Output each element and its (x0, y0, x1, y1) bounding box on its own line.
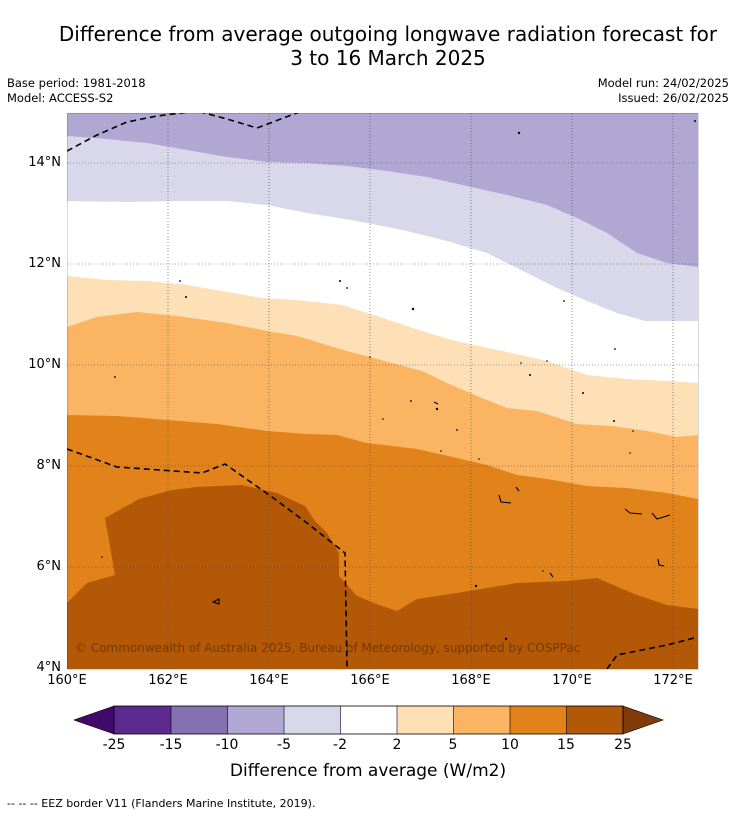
x-tick-162e: 162°E (148, 673, 188, 688)
colorbar-tick: -25 (102, 737, 126, 753)
model-name: Model: ACCESS-S2 (7, 91, 114, 105)
issued-date: Issued: 26/02/2025 (618, 91, 729, 105)
x-tick-164e: 164°E (249, 673, 289, 688)
colorbar-tick: 2 (392, 737, 402, 753)
copyright-notice: © Commonwealth of Australia 2025, Bureau… (75, 641, 581, 655)
colorbar-tick: 25 (614, 737, 632, 753)
colorbar-label: Difference from average (W/m2) (229, 761, 507, 781)
map-title: Difference from average outgoing longwav… (40, 22, 736, 70)
colorbar-swatch (510, 706, 567, 734)
colorbar-underflow-triangle (73, 705, 115, 735)
y-tick-8n: 8°N (36, 458, 62, 473)
colorbar-swatch (453, 706, 510, 734)
colorbar-swatch (227, 706, 284, 734)
meta-right: Model run: 24/02/2025 Issued: 26/02/2025 (598, 76, 729, 106)
y-tick-10n: 10°N (28, 357, 61, 372)
colorbar-tick: 15 (557, 737, 575, 753)
x-tick-160e: 160°E (47, 673, 87, 688)
colorbar-tick: -15 (159, 737, 183, 753)
map-svg (67, 113, 698, 669)
colorbar-overflow-triangle (622, 705, 664, 735)
colorbar-swatch (397, 706, 454, 734)
atolls (211, 401, 671, 605)
eez-border (67, 113, 698, 669)
colorbar-svg (73, 705, 664, 735)
colorbar-tick: -10 (215, 737, 239, 753)
band-neg-5-10 (67, 113, 698, 267)
colorbar-swatch (566, 706, 623, 734)
islands (101, 120, 696, 641)
eez-footnote: -- -- -- EEZ border V11 (Flanders Marine… (7, 797, 316, 810)
colorbar-tick: 5 (448, 737, 458, 753)
colorbar (73, 704, 664, 736)
colorbar-dividers (170, 706, 567, 734)
colorbar-tick: 10 (501, 737, 519, 753)
base-period: Base period: 1981-2018 (7, 76, 146, 90)
title-line-2: 3 to 16 March 2025 (290, 46, 486, 70)
colorbar-swatch (284, 706, 341, 734)
graticule (67, 113, 698, 669)
meta-left: Base period: 1981-2018 Model: ACCESS-S2 (7, 76, 146, 106)
title-line-1: Difference from average outgoing longwav… (58, 22, 718, 46)
colorbar-tick: -2 (333, 737, 347, 753)
x-tick-168e: 168°E (451, 673, 491, 688)
x-tick-172e: 172°E (653, 673, 693, 688)
map-panel[interactable]: © Commonwealth of Australia 2025, Bureau… (67, 113, 698, 669)
colorbar-swatch (171, 706, 228, 734)
colorbar-swatch (114, 706, 171, 734)
x-tick-166e: 166°E (350, 673, 390, 688)
colorbar-tick: -5 (277, 737, 291, 753)
y-tick-14n: 14°N (28, 155, 61, 170)
colorbar-outline (113, 705, 624, 735)
x-tick-170e: 170°E (552, 673, 592, 688)
colorbar-swatch (340, 706, 397, 734)
model-run: Model run: 24/02/2025 (597, 76, 729, 90)
y-tick-6n: 6°N (36, 559, 62, 574)
y-tick-12n: 12°N (28, 256, 61, 271)
y-tick-4n: 4°N (36, 660, 62, 675)
